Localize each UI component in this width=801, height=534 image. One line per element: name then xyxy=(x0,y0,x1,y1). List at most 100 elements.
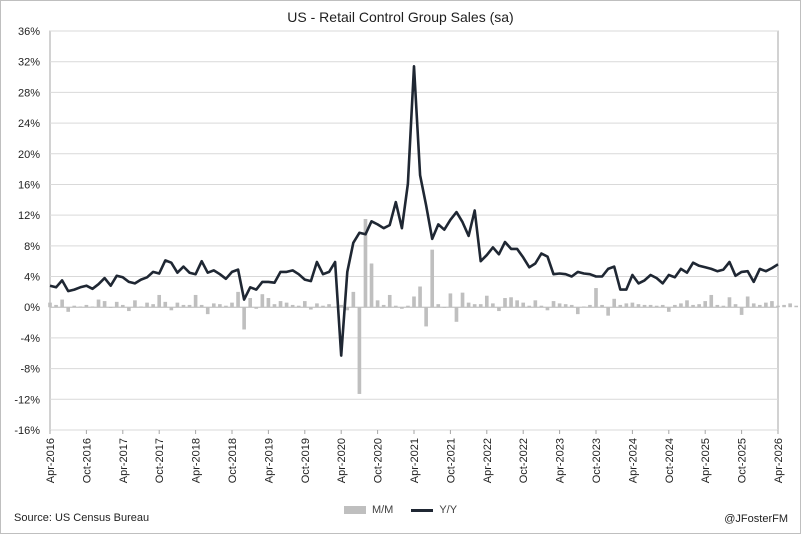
bar-mm xyxy=(745,296,750,308)
bar-mm xyxy=(102,301,107,308)
legend-swatch-yy xyxy=(411,508,434,512)
bar-mm xyxy=(199,304,204,308)
y-tick-label: 12% xyxy=(18,210,40,222)
bar-mm xyxy=(327,304,331,308)
bar-mm xyxy=(606,307,610,316)
bar-mm xyxy=(211,303,216,308)
bar-mm xyxy=(54,304,58,308)
bar-mm xyxy=(776,305,780,308)
x-tick-label: Oct-2023 xyxy=(591,438,603,483)
legend-label-mm: M/M xyxy=(371,504,394,516)
bar-mm xyxy=(169,307,174,311)
x-tick-label: Apr-2018 xyxy=(191,438,203,483)
legend-item-mm: M/M xyxy=(343,504,394,516)
bar-mm xyxy=(782,304,786,308)
x-tick-label: Oct-2025 xyxy=(737,438,749,483)
y-tick-label: -4% xyxy=(20,333,40,345)
bar-mm xyxy=(163,301,168,308)
x-tick-label: Apr-2022 xyxy=(482,438,494,483)
bar-mm xyxy=(478,304,483,308)
bar-mm xyxy=(230,302,234,308)
bar-mm xyxy=(551,301,556,308)
bar-mm xyxy=(648,304,653,308)
bar-mm xyxy=(539,305,544,308)
bar-mm xyxy=(127,307,131,312)
bar-mm xyxy=(509,297,513,308)
y-tick-label: 28% xyxy=(18,87,40,99)
bar-mm xyxy=(575,307,580,315)
bar-mm xyxy=(278,301,283,308)
bar-mm xyxy=(339,304,344,308)
bar-mm xyxy=(157,294,162,308)
bar-mm xyxy=(630,302,635,308)
bar-mm xyxy=(491,303,495,308)
bar-mm xyxy=(175,302,180,308)
bar-mm xyxy=(393,305,398,308)
bar-mm xyxy=(654,305,659,308)
bar-mm xyxy=(721,305,726,308)
bar-mm xyxy=(187,304,192,308)
bar-mm xyxy=(642,304,647,308)
bar-mm xyxy=(454,307,459,322)
bar-mm xyxy=(242,307,246,330)
bar-mm xyxy=(193,294,198,308)
legend: M/M Y/Y xyxy=(0,504,801,516)
bar-mm xyxy=(612,298,617,308)
y-tick-label: 36% xyxy=(18,26,40,38)
y-tick-label: 16% xyxy=(18,179,40,191)
chart-title: US - Retail Control Group Sales (sa) xyxy=(287,9,514,25)
bar-mm xyxy=(248,298,253,308)
bar-mm xyxy=(381,304,386,308)
y-tick-label: 4% xyxy=(24,272,40,284)
bar-mm xyxy=(739,307,744,315)
x-tick-label: Apr-2019 xyxy=(263,438,275,483)
bar-mm xyxy=(430,249,435,308)
bar-mm xyxy=(715,304,720,308)
bar-mm xyxy=(66,307,71,312)
x-tick-label: Apr-2025 xyxy=(700,438,712,483)
bar-mm xyxy=(436,304,441,308)
bar-mm xyxy=(266,298,271,308)
bar-mm xyxy=(666,307,671,312)
bar-mm xyxy=(302,301,307,308)
x-tick-label: Oct-2024 xyxy=(664,438,676,483)
bar-mm xyxy=(254,307,259,309)
bar-mm xyxy=(557,303,562,308)
bar-mm xyxy=(764,302,768,308)
bar-mm xyxy=(290,304,295,308)
credit-label: @JFosterFM xyxy=(724,513,788,525)
bar-mm xyxy=(770,301,774,308)
bar-mm xyxy=(727,297,732,308)
bar-mm xyxy=(375,300,380,308)
x-tick-label: Apr-2020 xyxy=(336,438,348,483)
bar-mm xyxy=(84,304,89,308)
y-tick-label: 24% xyxy=(18,118,40,130)
bar-mm xyxy=(788,303,792,308)
bar-mm xyxy=(691,304,695,308)
bar-mm xyxy=(133,300,137,308)
bar-mm xyxy=(357,307,362,394)
bar-mm xyxy=(624,303,629,308)
bar-mm xyxy=(205,307,210,315)
bar-mm xyxy=(369,263,374,308)
bar-mm xyxy=(272,304,277,308)
bar-mm xyxy=(751,303,756,308)
bar-mm xyxy=(418,286,422,308)
bar-mm xyxy=(321,305,325,308)
y-tick-label: -8% xyxy=(20,364,40,376)
y-tick-label: -16% xyxy=(14,425,40,437)
bar-mm xyxy=(569,304,574,308)
bar-mm xyxy=(521,302,526,308)
bar-mm xyxy=(48,302,52,308)
bar-mm xyxy=(484,295,489,308)
bar-mm xyxy=(709,294,714,308)
bar-mm xyxy=(387,294,392,308)
x-tick-label: Oct-2017 xyxy=(154,438,166,483)
bar-mm xyxy=(363,218,368,308)
bar-mm xyxy=(588,304,592,308)
bar-mm xyxy=(400,307,404,309)
bar-mm xyxy=(351,291,356,308)
y-tick-label: -12% xyxy=(14,394,40,406)
bar-mm xyxy=(563,304,568,308)
